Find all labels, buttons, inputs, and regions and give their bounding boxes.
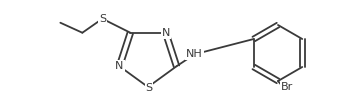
Text: S: S: [99, 14, 106, 24]
Text: N: N: [161, 28, 170, 38]
Text: NH: NH: [186, 49, 203, 59]
Text: N: N: [115, 61, 124, 71]
Text: Br: Br: [281, 82, 293, 92]
Text: S: S: [145, 83, 153, 93]
